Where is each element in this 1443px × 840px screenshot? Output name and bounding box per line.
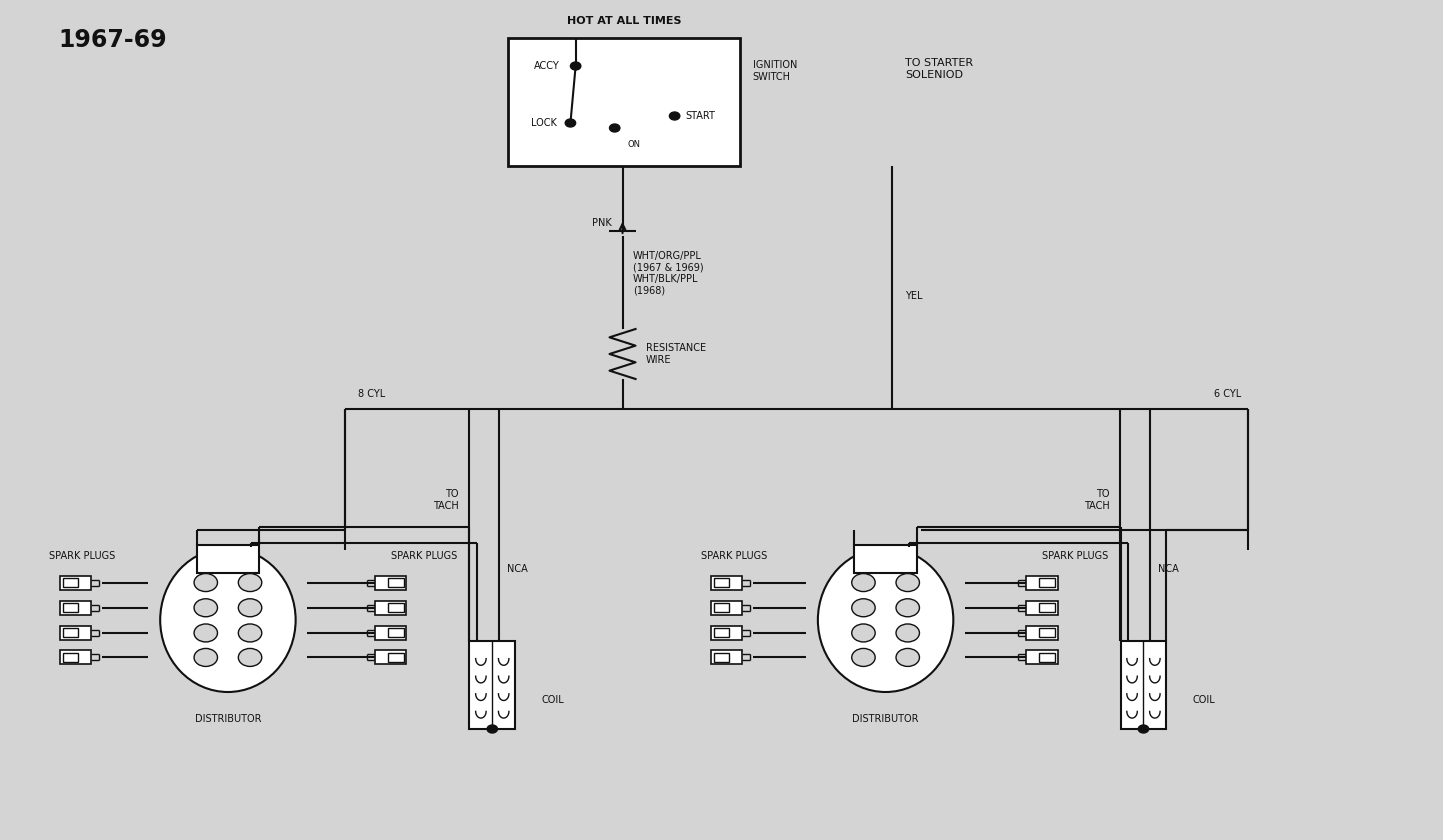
Circle shape bbox=[896, 648, 919, 666]
Text: ON: ON bbox=[628, 140, 641, 149]
Circle shape bbox=[238, 624, 261, 642]
Bar bbox=[375, 626, 407, 640]
Bar bbox=[469, 641, 515, 729]
Text: WHT/ORG/PPL
(1967 & 1969)
WHT/BLK/PPL
(1968): WHT/ORG/PPL (1967 & 1969) WHT/BLK/PPL (1… bbox=[633, 251, 704, 296]
Text: 1967-69: 1967-69 bbox=[59, 28, 167, 52]
Bar bbox=[388, 653, 404, 662]
Circle shape bbox=[851, 574, 874, 591]
Bar bbox=[1039, 628, 1055, 638]
Text: DISTRIBUTOR: DISTRIBUTOR bbox=[195, 714, 261, 724]
Circle shape bbox=[488, 725, 498, 733]
Text: SPARK PLUGS: SPARK PLUGS bbox=[701, 550, 766, 560]
Text: SPARK PLUGS: SPARK PLUGS bbox=[1042, 550, 1108, 560]
Circle shape bbox=[851, 624, 874, 642]
Text: COIL: COIL bbox=[1192, 695, 1215, 705]
Text: SPARK PLUGS: SPARK PLUGS bbox=[391, 550, 457, 560]
Text: START: START bbox=[685, 111, 714, 121]
Bar bbox=[1039, 578, 1055, 587]
Bar bbox=[714, 578, 729, 587]
Text: NCA: NCA bbox=[1157, 564, 1179, 574]
Bar bbox=[1026, 650, 1058, 664]
Circle shape bbox=[193, 599, 218, 617]
Bar bbox=[62, 653, 78, 662]
Bar bbox=[375, 601, 407, 615]
Bar bbox=[711, 575, 742, 590]
Bar bbox=[388, 628, 404, 638]
Bar bbox=[711, 626, 742, 640]
Text: TO
TACH: TO TACH bbox=[433, 489, 459, 511]
Circle shape bbox=[193, 648, 218, 666]
Text: YEL: YEL bbox=[905, 291, 922, 301]
Bar bbox=[1121, 641, 1166, 729]
Text: SPARK PLUGS: SPARK PLUGS bbox=[49, 550, 115, 560]
Circle shape bbox=[570, 62, 582, 70]
Bar bbox=[508, 38, 740, 166]
Bar bbox=[711, 650, 742, 664]
Bar bbox=[61, 626, 91, 640]
Bar bbox=[714, 653, 729, 662]
Ellipse shape bbox=[818, 548, 954, 692]
Text: HOT AT ALL TIMES: HOT AT ALL TIMES bbox=[567, 16, 681, 26]
Text: TO
TACH: TO TACH bbox=[1084, 489, 1110, 511]
Text: COIL: COIL bbox=[541, 695, 564, 705]
Bar bbox=[61, 575, 91, 590]
Text: NCA: NCA bbox=[506, 564, 527, 574]
Bar bbox=[388, 603, 404, 612]
Text: ACCY: ACCY bbox=[534, 61, 560, 71]
Bar bbox=[1039, 653, 1055, 662]
Bar bbox=[62, 603, 78, 612]
Text: 6 CYL: 6 CYL bbox=[1214, 389, 1241, 399]
Bar bbox=[62, 578, 78, 587]
Bar bbox=[375, 650, 407, 664]
Circle shape bbox=[238, 574, 261, 591]
Circle shape bbox=[609, 124, 620, 132]
Circle shape bbox=[238, 599, 261, 617]
Circle shape bbox=[1139, 725, 1149, 733]
Circle shape bbox=[851, 648, 874, 666]
Bar bbox=[854, 545, 916, 573]
Bar bbox=[714, 603, 729, 612]
Circle shape bbox=[896, 574, 919, 591]
Circle shape bbox=[193, 574, 218, 591]
Bar bbox=[1026, 626, 1058, 640]
Circle shape bbox=[896, 599, 919, 617]
Text: TO STARTER
SOLENIOD: TO STARTER SOLENIOD bbox=[905, 58, 973, 80]
Bar bbox=[375, 575, 407, 590]
Text: RESISTANCE
WIRE: RESISTANCE WIRE bbox=[646, 344, 706, 365]
Bar bbox=[711, 601, 742, 615]
Ellipse shape bbox=[160, 548, 296, 692]
Text: 8 CYL: 8 CYL bbox=[358, 389, 385, 399]
Circle shape bbox=[238, 648, 261, 666]
Bar bbox=[714, 628, 729, 638]
Bar bbox=[61, 650, 91, 664]
Circle shape bbox=[193, 624, 218, 642]
Circle shape bbox=[896, 624, 919, 642]
Bar bbox=[1039, 603, 1055, 612]
Bar bbox=[1026, 601, 1058, 615]
Text: LOCK: LOCK bbox=[531, 118, 557, 128]
Text: DISTRIBUTOR: DISTRIBUTOR bbox=[853, 714, 919, 724]
Circle shape bbox=[670, 112, 680, 120]
Bar bbox=[61, 601, 91, 615]
Bar bbox=[1026, 575, 1058, 590]
Text: PNK: PNK bbox=[593, 218, 612, 228]
Circle shape bbox=[851, 599, 874, 617]
Text: IGNITION
SWITCH: IGNITION SWITCH bbox=[753, 60, 797, 81]
Bar bbox=[62, 628, 78, 638]
Bar bbox=[196, 545, 260, 573]
Circle shape bbox=[566, 119, 576, 127]
Bar bbox=[388, 578, 404, 587]
